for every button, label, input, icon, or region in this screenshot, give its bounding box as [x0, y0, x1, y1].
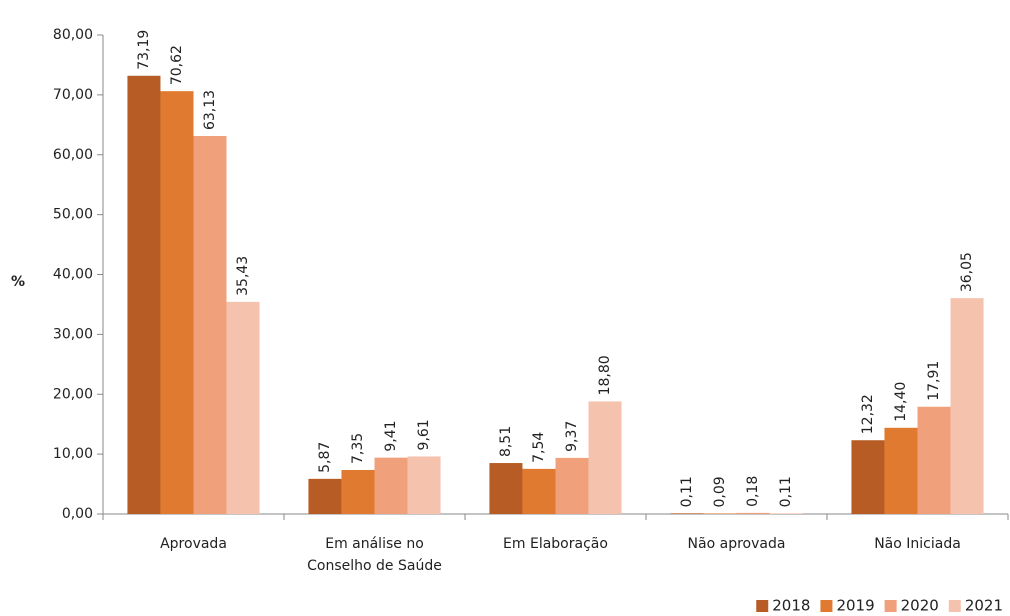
- bar: [341, 469, 375, 514]
- y-axis-label: %: [11, 274, 25, 290]
- y-tick-label: 40,00: [53, 267, 93, 283]
- x-tick-label: Não aprovada: [688, 536, 786, 552]
- y-tick-label: 60,00: [53, 147, 93, 163]
- legend-label: 2019: [836, 597, 874, 615]
- bar: [193, 136, 227, 514]
- data-label: 0,11: [679, 476, 695, 507]
- data-label: 9,37: [564, 421, 580, 452]
- bar: [950, 298, 984, 514]
- data-label: 14,40: [893, 382, 909, 422]
- bar: [127, 75, 161, 514]
- data-label: 12,32: [860, 394, 876, 434]
- bar: [588, 401, 622, 514]
- legend-label: 2018: [772, 597, 810, 615]
- data-label: 7,35: [350, 433, 366, 464]
- bar: [555, 457, 589, 514]
- bar: [489, 463, 523, 514]
- y-tick-label: 80,00: [53, 27, 93, 43]
- bar: [522, 468, 556, 514]
- y-tick-label: 50,00: [53, 207, 93, 223]
- bar: [851, 440, 885, 514]
- y-tick-label: 20,00: [53, 386, 93, 402]
- x-tick-label: Em análise no Conselho de Saúde: [307, 536, 442, 574]
- bar: [160, 91, 194, 514]
- x-tick-label: Aprovada: [160, 536, 227, 552]
- data-label: 63,13: [202, 90, 218, 130]
- bar: [407, 456, 441, 514]
- data-label: 9,41: [383, 420, 399, 451]
- x-tick-label: Em Elaboração: [503, 536, 608, 552]
- bar: [917, 406, 951, 514]
- data-label: 5,87: [317, 442, 333, 473]
- bar: [884, 427, 918, 514]
- bar: [736, 512, 770, 514]
- legend-label: 2020: [901, 597, 939, 615]
- x-tick-label: Não Iniciada: [874, 536, 961, 552]
- y-tick-label: 70,00: [53, 87, 93, 103]
- y-tick-label: 0,00: [62, 506, 93, 522]
- data-label: 36,05: [959, 252, 975, 292]
- bar: [703, 513, 737, 514]
- legend-swatch: [948, 600, 961, 612]
- y-tick-label: 30,00: [53, 326, 93, 342]
- legend-swatch: [756, 600, 769, 612]
- legend-label: 2021: [965, 597, 1003, 615]
- data-label: 73,19: [136, 30, 152, 70]
- data-label: 8,51: [498, 426, 514, 457]
- data-label: 35,43: [235, 256, 251, 296]
- data-label: 0,18: [745, 476, 761, 507]
- data-label: 0,11: [778, 476, 794, 507]
- data-label: 17,91: [926, 361, 942, 401]
- data-label: 7,54: [531, 432, 547, 463]
- data-label: 18,80: [597, 355, 613, 395]
- legend-swatch: [820, 600, 833, 612]
- bar: [308, 478, 342, 514]
- data-label: 70,62: [169, 45, 185, 85]
- y-tick-label: 10,00: [53, 446, 93, 462]
- bar: [226, 301, 260, 514]
- data-label: 0,09: [712, 476, 728, 507]
- bar: [374, 457, 408, 514]
- bar: [670, 513, 704, 514]
- legend-swatch: [884, 600, 897, 612]
- bar: [769, 513, 803, 514]
- data-label: 9,61: [416, 419, 432, 450]
